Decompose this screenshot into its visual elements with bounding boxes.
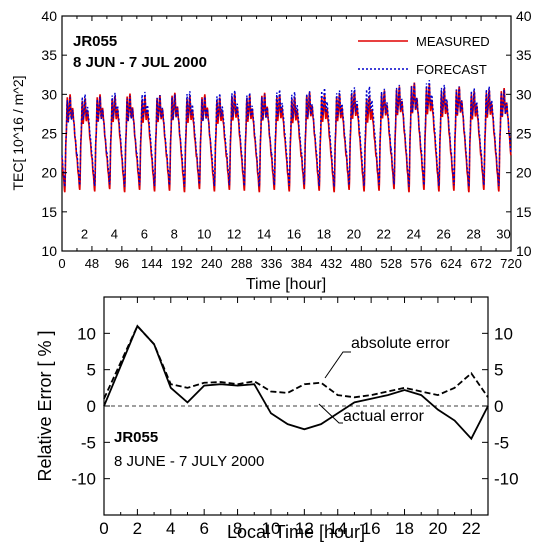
top-y-tick-label-right: 30 <box>516 86 532 102</box>
top-y-tick-label: 20 <box>41 165 57 181</box>
top-y-tick-label: 30 <box>41 86 57 102</box>
bottom-chart: 0 2 4 6 8 10 12 14 16 18 20 22 -10 -10 -5 -5 0 0 5 5 10 10 JR… <box>35 296 519 542</box>
top-day-label: 4 <box>111 226 118 241</box>
bottom-y-axis-label: Relative Error [ % ] <box>35 330 55 481</box>
top-annotation-line-2: 8 JUN - 7 JUL 2000 <box>73 54 207 71</box>
forecast-series-line <box>61 80 512 187</box>
top-x-tick-label: 144 <box>141 256 163 271</box>
top-legend: MEASURED FORECAST <box>358 34 490 77</box>
top-day-label: 26 <box>436 226 450 241</box>
bottom-y-tick-label-right: 10 <box>494 324 513 343</box>
bottom-x-tick-label: 4 <box>166 519 175 538</box>
top-y-axis-label: TEC[ 10^16 / m^2] <box>10 75 26 190</box>
bottom-y-tick-label: 10 <box>77 324 96 343</box>
top-day-label: 28 <box>466 226 480 241</box>
top-x-tick-label: 0 <box>58 256 65 271</box>
top-day-label: 24 <box>406 226 420 241</box>
top-axes-group: 0 48 96 144 192 240 288 336 384 432 480 528 576 624 67… <box>41 8 531 271</box>
actual-error-label: actual error <box>343 408 425 425</box>
bottom-x-tick-label: 18 <box>395 519 414 538</box>
bottom-x-tick-label: 0 <box>99 519 108 538</box>
bottom-y-tick-label: -10 <box>71 470 96 489</box>
bottom-x-tick-label: 14 <box>328 519 347 538</box>
actual-error-line <box>103 324 489 441</box>
top-day-label: 20 <box>347 226 361 241</box>
top-y-tick-label-right: 20 <box>516 165 532 181</box>
top-x-tick-label: 288 <box>231 256 253 271</box>
bottom-x-tick-label: 10 <box>261 519 280 538</box>
bottom-x-tick-label: 12 <box>295 519 314 538</box>
top-annotation-line-1: JR055 <box>73 33 117 50</box>
top-day-label: 22 <box>377 226 391 241</box>
top-x-tick-label: 48 <box>85 256 99 271</box>
actual-error-leader <box>318 403 343 424</box>
top-x-tick-label: 624 <box>440 256 462 271</box>
bottom-axes-group: 0 2 4 6 8 10 12 14 16 18 20 22 -10 -10 -5 -5 0 0 5 5 10 10 <box>71 297 519 538</box>
top-day-label: 8 <box>171 226 178 241</box>
bottom-x-tick-label: 8 <box>233 519 242 538</box>
top-plot-frame <box>61 15 512 252</box>
absolute-error-callout: absolute error <box>324 335 450 379</box>
bottom-series-group <box>103 324 489 441</box>
bottom-x-axis-label: Local Time [hour] <box>227 522 365 542</box>
absolute-error-label: absolute error <box>351 335 450 352</box>
top-x-tick-label: 480 <box>350 256 372 271</box>
top-day-label: 2 <box>81 226 88 241</box>
top-x-tick-label: 384 <box>291 256 313 271</box>
top-day-label: 18 <box>317 226 331 241</box>
top-x-tick-label: 528 <box>380 256 402 271</box>
top-x-tick-label: 96 <box>115 256 129 271</box>
top-chart: 0 48 96 144 192 240 288 336 384 432 480 528 576 624 67… <box>10 8 532 293</box>
bottom-x-tick-label: 20 <box>428 519 447 538</box>
bottom-x-tick-label: 6 <box>199 519 208 538</box>
top-x-tick-label: 240 <box>201 256 223 271</box>
top-x-tick-label: 672 <box>470 256 492 271</box>
top-y-tick-label-right: 10 <box>516 243 532 259</box>
top-day-label: 30 <box>496 226 510 241</box>
bottom-y-tick-label-right: 0 <box>494 397 503 416</box>
bottom-annotation-line-1: JR055 <box>114 429 158 446</box>
top-y-tick-label: 10 <box>41 243 57 259</box>
top-x-tick-label: 336 <box>261 256 283 271</box>
top-x-tick-label: 576 <box>410 256 432 271</box>
bottom-annotation-line-2: 8 JUNE - 7 JULY 2000 <box>114 453 264 470</box>
bottom-y-tick-label: 0 <box>87 397 96 416</box>
absolute-error-line <box>103 324 489 400</box>
bottom-y-tick-label-right: 5 <box>494 361 503 380</box>
top-y-tick-label-right: 40 <box>516 8 532 24</box>
top-x-tick-label: 432 <box>321 256 343 271</box>
bottom-y-tick-label: 5 <box>87 361 96 380</box>
top-day-label: 14 <box>257 226 271 241</box>
legend-forecast-label: FORECAST <box>416 62 487 77</box>
top-y-tick-label: 15 <box>41 204 57 220</box>
top-day-label: 12 <box>227 226 241 241</box>
bottom-y-tick-label: -5 <box>81 433 96 452</box>
top-x-tick-label: 720 <box>500 256 522 271</box>
top-day-label: 16 <box>287 226 301 241</box>
top-y-tick-label: 35 <box>41 47 57 63</box>
legend-measured-label: MEASURED <box>416 34 490 49</box>
top-day-label: 6 <box>141 226 148 241</box>
top-y-tick-label: 25 <box>41 126 57 142</box>
top-x-axis-label: Time [hour] <box>246 276 326 293</box>
top-x-tick-label: 192 <box>171 256 193 271</box>
actual-error-callout: actual error <box>318 403 425 425</box>
bottom-y-tick-label-right: -5 <box>494 433 509 452</box>
bottom-x-tick-label: 16 <box>362 519 381 538</box>
top-y-tick-label: 40 <box>41 8 57 24</box>
top-day-label: 10 <box>197 226 211 241</box>
bottom-x-tick-label: 2 <box>133 519 142 538</box>
top-y-tick-label-right: 35 <box>516 47 532 63</box>
bottom-y-tick-label-right: -10 <box>494 470 519 489</box>
top-y-tick-label-right: 15 <box>516 204 532 220</box>
absolute-error-leader <box>324 351 351 379</box>
bottom-x-tick-label: 22 <box>462 519 481 538</box>
top-series-group <box>61 80 512 193</box>
top-y-tick-label-right: 25 <box>516 126 532 142</box>
